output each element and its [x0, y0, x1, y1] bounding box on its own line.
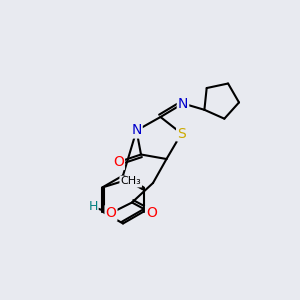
- Text: CH₃: CH₃: [120, 176, 141, 187]
- Text: O: O: [106, 206, 116, 220]
- Text: S: S: [177, 127, 186, 140]
- Text: O: O: [113, 155, 124, 169]
- Text: N: N: [131, 124, 142, 137]
- Text: H: H: [88, 200, 98, 214]
- Text: N: N: [178, 97, 188, 110]
- Text: O: O: [146, 206, 157, 220]
